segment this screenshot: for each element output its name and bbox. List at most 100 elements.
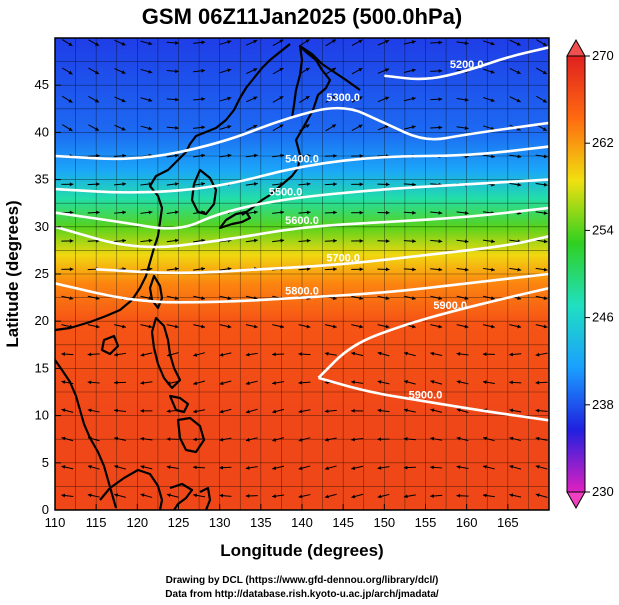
contour-line (384, 46, 549, 81)
wind-arrow (140, 182, 153, 186)
wind-arrow (403, 408, 416, 413)
wind-arrow (272, 465, 285, 470)
wind-arrow (219, 295, 232, 301)
wind-arrow (535, 211, 548, 215)
wind-arrow (114, 324, 127, 329)
wind-arrow (509, 465, 522, 470)
wind-arrow (245, 238, 258, 243)
wind-arrow (272, 182, 285, 186)
wind-arrow (509, 436, 522, 442)
wind-arrow (114, 68, 126, 74)
wind-arrow (509, 493, 522, 498)
wind-arrow (351, 465, 364, 470)
coastlines (55, 43, 361, 510)
wind-arrow (246, 39, 258, 46)
wind-arrow (509, 324, 522, 329)
wind-arrow (482, 465, 495, 470)
wind-arrow (456, 465, 469, 470)
wind-arrow (403, 182, 416, 187)
wind-arrow (298, 153, 311, 158)
wind-arrow (61, 238, 74, 243)
coast-hainan (100, 334, 120, 356)
wind-arrow (430, 125, 443, 130)
coast-indochina (55, 359, 118, 509)
wind-arrow (351, 182, 364, 187)
x-tick-label: 120 (126, 515, 148, 530)
wind-arrow (61, 124, 73, 132)
wind-arrow (114, 153, 127, 158)
contour-label: 5700.0 (326, 253, 360, 265)
wind-arrow (509, 408, 522, 413)
wind-arrow (535, 295, 548, 301)
wind-arrow (325, 124, 337, 132)
wind-arrow (272, 238, 285, 243)
wind-arrow (377, 239, 390, 243)
wind-arrow (61, 408, 74, 413)
wind-arrow (114, 182, 127, 187)
wind-arrow (325, 67, 337, 75)
wind-arrow (114, 465, 126, 470)
wind-arrow (61, 324, 74, 329)
wind-arrow (193, 352, 206, 357)
wind-arrow (324, 351, 337, 356)
wind-arrow (351, 154, 364, 158)
y-tick-label: 15 (35, 360, 49, 375)
wind-arrow (351, 210, 364, 215)
wind-arrow (193, 324, 206, 329)
contour-line (317, 286, 549, 379)
wind-arrow (377, 351, 390, 357)
y-tick-label: 30 (35, 219, 49, 234)
wind-arrow (245, 210, 258, 215)
wind-arrow (140, 68, 153, 74)
wind-arrow (456, 324, 469, 329)
wind-arrow (377, 493, 390, 499)
wind-arrow (87, 408, 100, 413)
wind-arrow (272, 437, 285, 442)
wind-arrow (61, 39, 73, 47)
coast-sulawesi (169, 482, 194, 510)
wind-arrow (193, 380, 206, 386)
wind-arrow (351, 437, 364, 442)
wind-arrow (114, 39, 126, 46)
wind-arrow (299, 95, 310, 103)
wind-arrow (535, 380, 548, 385)
wind-arrow (535, 352, 548, 357)
wind-arrow (403, 437, 416, 441)
wind-arrow (509, 96, 521, 103)
coast-mindanao (176, 416, 206, 454)
wind-arrow (430, 40, 443, 45)
contour-line (96, 234, 549, 275)
coast-borneo (99, 468, 164, 510)
wind-arrow (377, 39, 390, 46)
wind-arrow (456, 41, 469, 45)
wind-arrow (166, 238, 179, 243)
wind-arrow (219, 493, 232, 498)
wind-arrow (351, 96, 363, 103)
wind-arrow (482, 267, 495, 272)
wind-arrow (456, 97, 469, 102)
wind-arrow (166, 210, 179, 215)
wind-arrow (87, 465, 100, 470)
wind-arrow (166, 69, 179, 74)
wind-arrow (509, 182, 522, 187)
wind-arrow (219, 153, 232, 158)
wind-arrow (272, 494, 285, 499)
wind-arrow (88, 96, 100, 103)
wind-arrow (140, 380, 153, 385)
x-tick-label: 135 (250, 515, 272, 530)
wind-arrow (403, 494, 416, 499)
credit-line-2: Data from http://database.rish.kyoto-u.a… (165, 589, 439, 600)
credit-line-1: Drawing by DCL (https://www.gfd-dennou.o… (166, 575, 439, 586)
coast-sakhalin (290, 45, 304, 119)
wind-arrow (403, 267, 416, 272)
wind-arrow (245, 466, 258, 470)
wind-arrow (482, 436, 495, 442)
wind-arrow (351, 239, 364, 243)
wind-arrow (351, 295, 364, 301)
y-tick-label: 40 (35, 124, 49, 139)
contour-line (55, 272, 549, 304)
contour-label: 5900.0 (433, 300, 467, 312)
wind-arrow (351, 408, 364, 413)
contour-line (55, 206, 549, 249)
wind-arrow (87, 436, 100, 442)
